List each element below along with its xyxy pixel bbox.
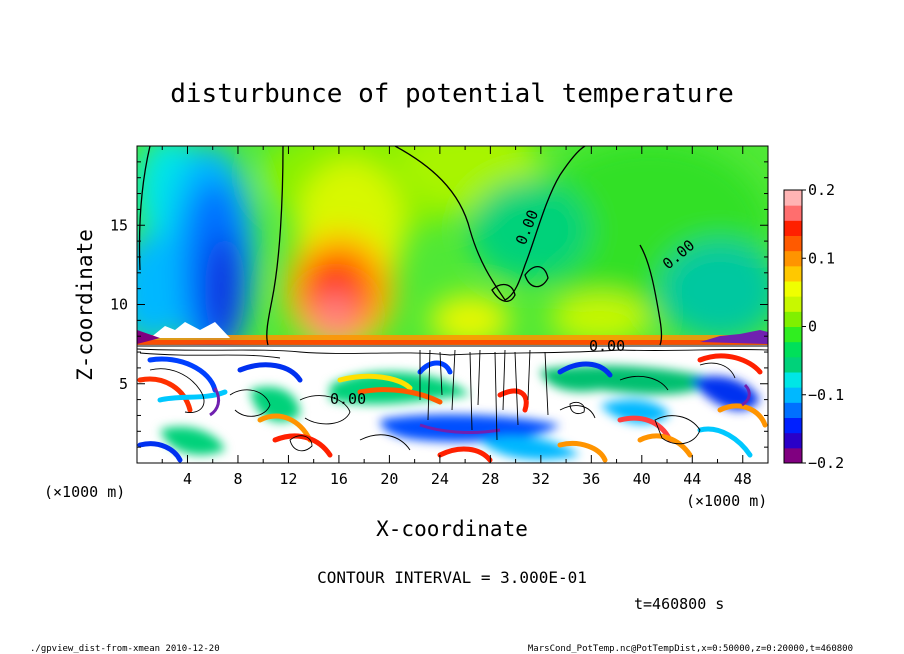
colorbar-tick-label: −0.2: [808, 454, 844, 472]
colorbar-swatch: [784, 432, 802, 449]
x-tick-label: 32: [532, 470, 550, 488]
colorbar-swatch: [784, 402, 802, 418]
y-tick-label: 5: [119, 375, 128, 393]
y-axis-label: Z-coordinate: [73, 229, 97, 381]
colorbar: [783, 189, 803, 464]
colorbar-swatch: [784, 205, 802, 221]
colorbar-swatch: [784, 250, 802, 267]
colorbar-swatch: [784, 296, 802, 312]
colorbar-swatch: [784, 372, 802, 388]
x-tick-label: 4: [183, 470, 192, 488]
x-axis-label: X-coordinate: [376, 517, 528, 541]
colorbar-swatch: [784, 265, 802, 282]
contour-label: 0.00: [330, 390, 366, 408]
colorbar-swatch: [784, 356, 802, 373]
contour-label: 0.00: [589, 337, 625, 355]
time-text: t=460800 s: [634, 595, 724, 613]
colorbar-tick-label: 0.2: [808, 181, 835, 199]
x-tick-label: 36: [582, 470, 600, 488]
colorbar-swatch: [784, 281, 802, 297]
x-tick-label: 40: [633, 470, 651, 488]
colorbar-swatch: [784, 387, 802, 403]
x-tick-label: 12: [279, 470, 297, 488]
contour-interval-text: CONTOUR INTERVAL = 3.000E-01: [317, 568, 587, 587]
chart-title: disturbunce of potential temperature: [170, 79, 734, 109]
colorbar-swatch: [784, 341, 802, 358]
footer-right-text: MarsCond_PotTemp.nc@PotTempDist,x=0:5000…: [528, 644, 853, 654]
colorbar-ticks: 0.2 0.1 0 −0.1 −0.2: [802, 181, 844, 472]
x-tick-label: 48: [734, 470, 752, 488]
x-tick-label: 16: [330, 470, 348, 488]
y-tick-label: 10: [110, 296, 128, 314]
y-tick-label: 15: [110, 216, 128, 234]
colorbar-swatch: [784, 311, 802, 327]
colorbar-tick-label: −0.1: [808, 386, 844, 404]
x-axis: 4 8 12 16 20 24 28 32 36 40 44 48: [161, 146, 752, 488]
colorbar-swatch: [784, 190, 802, 206]
y-unit-label: (×1000 m): [44, 483, 125, 501]
x-tick-label: 20: [380, 470, 398, 488]
colorbar-tick-label: 0.1: [808, 249, 835, 267]
y-axis: 5 10 15: [110, 161, 768, 448]
colorbar-swatch: [784, 326, 802, 343]
colorbar-swatch: [784, 220, 802, 236]
x-tick-label: 8: [233, 470, 242, 488]
colorbar-tick-label: 0: [808, 318, 817, 336]
x-unit-label: (×1000 m): [686, 492, 767, 510]
x-tick-label: 24: [431, 470, 449, 488]
plot-area: [137, 146, 768, 463]
colorbar-swatch: [784, 447, 802, 464]
footer-left-text: ./gpview_dist-from-xmean 2010-12-20: [30, 644, 220, 654]
colorbar-swatch: [784, 235, 802, 252]
x-tick-label: 28: [481, 470, 499, 488]
colorbar-swatch: [784, 417, 802, 434]
x-tick-label: 44: [683, 470, 701, 488]
